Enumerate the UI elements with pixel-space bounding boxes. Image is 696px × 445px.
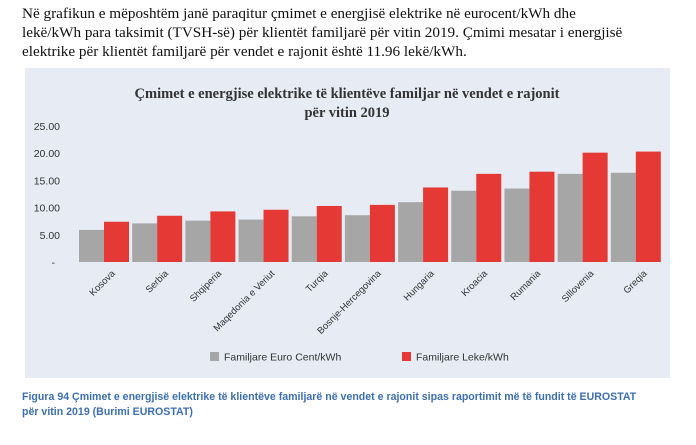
legend-label-leke: Familjare Leke/kWh	[416, 352, 509, 364]
x-tick-label: Rumania	[508, 268, 543, 303]
bar-leke	[157, 215, 183, 262]
bars-group	[79, 151, 661, 262]
x-tick-label: Slllovenia	[560, 268, 597, 305]
bar-leke	[635, 151, 661, 262]
chart-container: Çmimet e energjise elektrike të klientëv…	[25, 68, 670, 378]
intro-line-1: Në grafikun e mëposhtëm janë paraqitur ç…	[22, 5, 576, 22]
bar-euro-cent	[610, 172, 636, 262]
bar-euro-cent	[291, 216, 317, 262]
bar-euro-cent	[557, 173, 583, 262]
bar-euro-cent	[451, 190, 477, 262]
y-tick-label: 20.00	[34, 148, 60, 160]
figure-caption: Figura 94 Çmimet e energjisë elektrike t…	[22, 390, 682, 420]
chart-title-line-1: Çmimet e energjise elektrike të klientëv…	[135, 86, 560, 102]
caption-line-2: për vitin 2019 (Burimi EUROSTAT)	[22, 406, 193, 418]
bar-leke	[263, 209, 289, 262]
x-tick-label: Hungaria	[402, 268, 438, 304]
bar-euro-cent	[185, 220, 211, 262]
y-tick-label: 25.00	[34, 121, 60, 133]
y-axis: 25.00 20.00 15.00 10.00 5.00 -	[34, 121, 60, 269]
bar-euro-cent	[398, 202, 424, 262]
caption-line-1: Figura 94 Çmimet e energjisë elektrike t…	[22, 391, 637, 403]
x-tick-label: Turqia	[304, 268, 331, 295]
x-tick-label: Serbia	[144, 268, 172, 296]
y-tick-label: 15.00	[34, 175, 60, 187]
y-tick-label: 5.00	[40, 230, 61, 242]
bar-leke	[210, 211, 236, 262]
legend-swatch-leke	[402, 352, 411, 361]
x-tick-label: Greqia	[622, 268, 650, 296]
legend-swatch-euro-cent	[210, 352, 219, 361]
intro-line-2: lekë/kWh para taksimit (TVSH-së) për kli…	[22, 24, 623, 41]
bar-leke	[316, 205, 342, 262]
chart-title-line-2: për vitin 2019	[304, 105, 389, 121]
bar-euro-cent	[344, 215, 370, 262]
bar-euro-cent	[132, 223, 158, 262]
bar-leke	[582, 152, 608, 262]
intro-line-3: elektrike për klientët familjarë për ven…	[22, 43, 467, 60]
bar-leke	[476, 173, 502, 262]
y-tick-label: -	[52, 257, 56, 269]
intro-paragraph: Në grafikun e mëposhtëm janë paraqitur ç…	[22, 4, 678, 61]
x-tick-label: Kroacia	[459, 268, 490, 299]
y-tick-label: 10.00	[34, 203, 60, 215]
bar-leke	[104, 221, 129, 262]
legend: Familjare Euro Cent/kWh Familjare Leke/kW…	[210, 352, 509, 364]
bar-chart: Çmimet e energjise elektrike të klientëv…	[34, 86, 661, 364]
x-tick-label: Shqiperia	[188, 268, 225, 305]
x-tick-label: Kosova	[88, 268, 119, 299]
bar-euro-cent	[238, 219, 264, 262]
bar-leke	[369, 204, 395, 262]
bar-euro-cent	[504, 188, 530, 262]
bar-leke	[529, 171, 555, 262]
bar-euro-cent	[79, 229, 104, 262]
bar-leke	[423, 187, 449, 262]
legend-label-euro-cent: Familjare Euro Cent/kWh	[224, 352, 341, 364]
